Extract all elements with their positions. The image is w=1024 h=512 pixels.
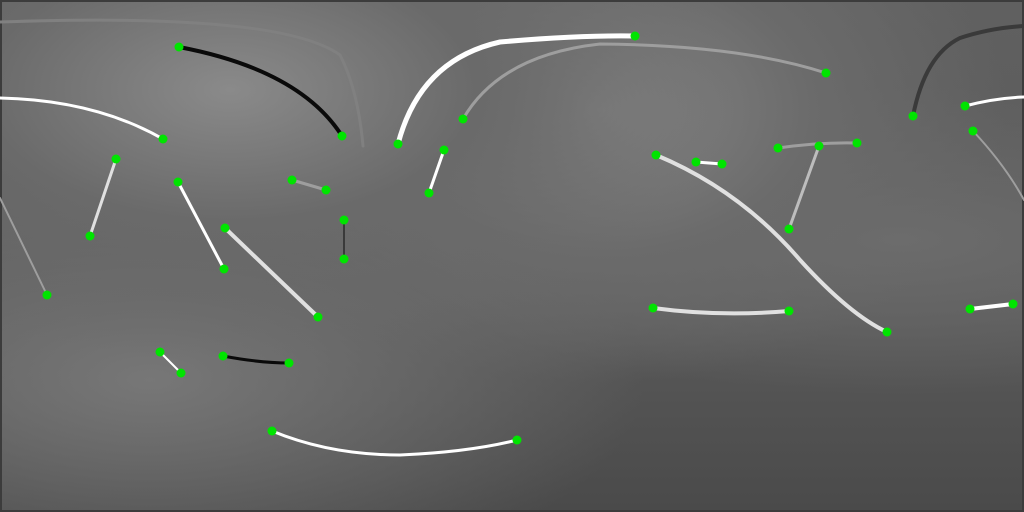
endpoint-handle[interactable] [968,126,978,136]
line-segment[interactable] [0,197,48,296]
endpoint-handle[interactable] [339,254,349,264]
line-segment[interactable] [911,24,1024,118]
endpoint-handle[interactable] [965,304,975,314]
endpoint-handle[interactable] [1008,299,1018,309]
endpoint-handle[interactable] [512,435,522,445]
endpoint-handle[interactable] [339,215,349,225]
line-segment[interactable] [290,178,328,192]
endpoint-handle[interactable] [784,224,794,234]
endpoint-handle[interactable] [267,426,277,436]
endpoint-handle[interactable] [176,368,186,378]
endpoint-handle[interactable] [111,154,121,164]
endpoint-handle[interactable] [784,306,794,316]
endpoint-handle[interactable] [882,327,892,337]
endpoint-handle[interactable] [630,31,640,41]
endpoint-handle[interactable] [814,141,824,151]
line-segment[interactable] [963,95,1024,108]
line-segment[interactable] [787,144,821,231]
endpoint-handle[interactable] [717,159,727,169]
endpoint-handle[interactable] [42,290,52,300]
endpoint-handle[interactable] [174,42,184,52]
endpoint-handle[interactable] [651,150,661,160]
endpoint-handle[interactable] [337,131,347,141]
line-segment[interactable] [651,306,791,316]
endpoint-handle[interactable] [85,231,95,241]
line-segment[interactable] [176,180,226,271]
endpoint-handle[interactable] [960,101,970,111]
endpoint-handle[interactable] [173,177,183,187]
line-segment[interactable] [88,157,118,238]
line-segment[interactable] [0,18,365,148]
line-segment[interactable] [461,42,828,121]
endpoint-handle[interactable] [821,68,831,78]
endpoint-handle[interactable] [155,347,165,357]
endpoint-handle[interactable] [458,114,468,124]
endpoint-handle[interactable] [284,358,294,368]
line-segment[interactable] [159,351,182,374]
endpoint-handle[interactable] [393,139,403,149]
endpoint-handle[interactable] [424,188,434,198]
line-segment[interactable] [427,148,446,195]
line-segment[interactable] [270,429,519,457]
endpoint-handle[interactable] [218,351,228,361]
line-segment[interactable] [0,96,165,141]
line-segment[interactable] [223,226,320,319]
line-segment[interactable] [395,33,638,147]
endpoint-handle[interactable] [773,143,783,153]
endpoint-handle[interactable] [908,111,918,121]
endpoint-handle[interactable] [852,138,862,148]
endpoint-handle[interactable] [219,264,229,274]
endpoint-handle[interactable] [321,185,331,195]
line-segment[interactable] [221,354,291,365]
endpoint-handle[interactable] [220,223,230,233]
endpoint-handle[interactable] [313,312,323,322]
line-segment[interactable] [177,45,344,138]
line-segment[interactable] [972,130,1024,201]
line-segment[interactable] [654,153,889,334]
endpoint-handle[interactable] [691,157,701,167]
endpoint-handle[interactable] [439,145,449,155]
endpoint-handle[interactable] [648,303,658,313]
endpoint-handle[interactable] [158,134,168,144]
endpoint-handle[interactable] [287,175,297,185]
line-segment[interactable] [968,302,1015,311]
